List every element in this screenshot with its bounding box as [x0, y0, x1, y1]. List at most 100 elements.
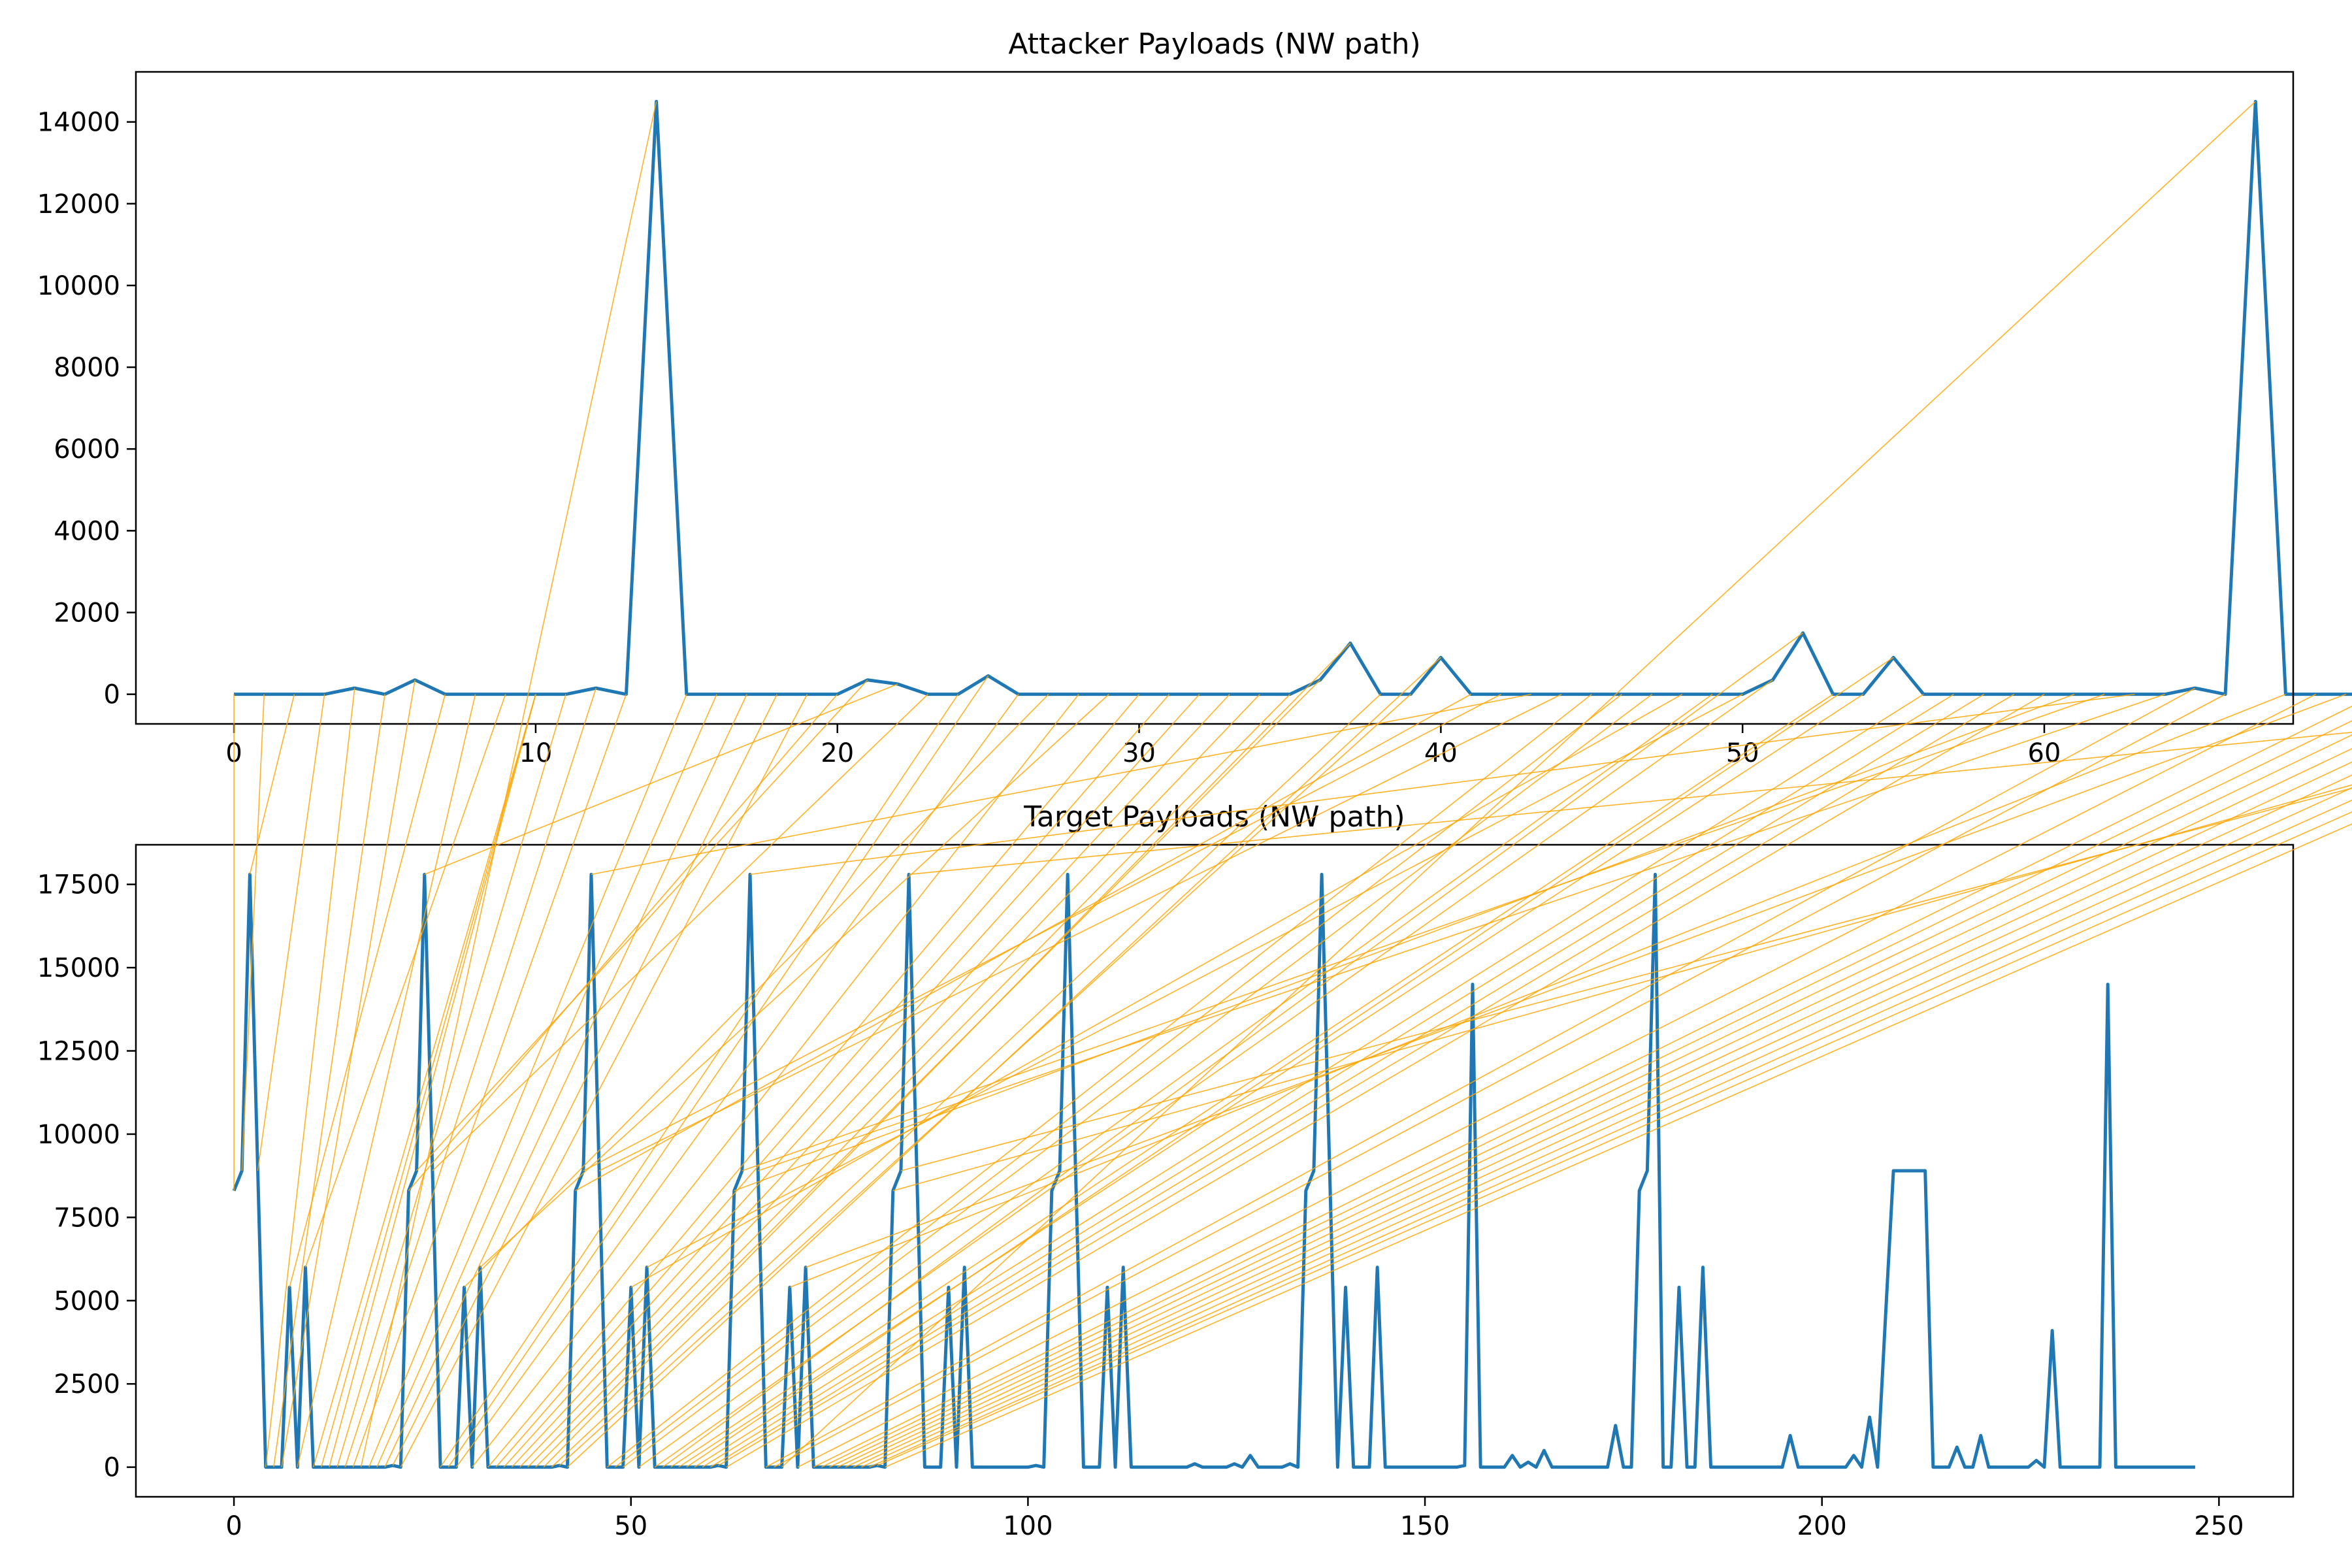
alignment-line	[360, 101, 657, 1467]
attacker-y-tick-label: 6000	[54, 434, 120, 465]
alignment-line	[623, 693, 1653, 1468]
alignment-line	[742, 693, 2105, 1171]
alignment-line	[400, 694, 808, 1468]
target-y-tick-label: 15000	[37, 953, 120, 983]
target-y-tick-label: 0	[104, 1453, 120, 1483]
alignment-line	[638, 693, 1713, 1468]
alignment-line	[495, 694, 1170, 1468]
alignment-line	[726, 693, 2045, 1468]
alignment-line	[813, 706, 2352, 1468]
alignment-line	[455, 694, 1019, 1468]
alignment-line	[289, 694, 446, 1288]
attacker-series-group	[234, 99, 2352, 696]
alignment-line	[853, 774, 2352, 1468]
alignment-line	[686, 657, 1894, 1468]
target-y-tick-label: 2500	[54, 1369, 120, 1399]
alignment-line	[368, 694, 687, 1467]
target-y-tick-label: 17500	[37, 870, 120, 900]
alignment-line	[448, 676, 989, 1468]
alignment-line	[376, 694, 717, 1467]
alignment-line	[487, 694, 1140, 1468]
attacker-x-tick-label: 30	[1122, 738, 1156, 768]
target-y-tick-label: 12500	[37, 1037, 120, 1067]
alignment-line	[694, 693, 1924, 1468]
attacker-y-tick-label: 4000	[54, 516, 120, 546]
alignment-line	[765, 687, 2196, 1468]
alignment-line	[797, 693, 2316, 1468]
alignment-line	[892, 784, 2352, 1192]
attacker-y-tick-label: 14000	[37, 108, 120, 138]
attacker-x-tick-label: 50	[1726, 738, 1759, 768]
alignment-line	[408, 694, 838, 1192]
alignment-line	[670, 693, 1834, 1468]
alignment-line	[440, 694, 959, 1468]
alignment-line	[312, 694, 536, 1467]
attacker-y-tick-label: 0	[104, 680, 120, 710]
target-x-tick-label: 150	[1400, 1511, 1450, 1541]
alignment-line	[281, 679, 416, 1467]
target-x-tick-label: 0	[225, 1511, 242, 1541]
target-ticks: 0 50 100 150 200 2500250050007500100001250015…	[37, 870, 2244, 1541]
alignment-line	[543, 642, 1351, 1468]
target-y-tick-label: 10000	[37, 1120, 120, 1150]
alignment-line	[662, 632, 1804, 1468]
alignment-line	[821, 720, 2352, 1468]
alignment-line	[860, 787, 2352, 1468]
alignment-line	[718, 693, 2015, 1466]
target-x-tick-label: 100	[1003, 1511, 1053, 1541]
alignment-line	[710, 693, 1985, 1468]
alignment-line	[503, 694, 1200, 1468]
alignment-line	[837, 748, 2352, 1468]
alignment-line	[463, 694, 1049, 1288]
alignment-line	[829, 734, 2352, 1468]
alignment-line	[424, 683, 898, 875]
attacker-y-tick-label: 8000	[54, 353, 120, 383]
alignment-line	[480, 694, 1109, 1268]
alignment-line	[416, 679, 868, 1171]
attacker-ticks: 0 10 20 30 40 50 60020004000600080001000012000…	[37, 108, 2061, 768]
target-x-tick-label: 200	[1797, 1511, 1847, 1541]
alignment-line	[535, 679, 1321, 1468]
alignment-line	[845, 761, 2352, 1468]
alignment-line	[774, 693, 2226, 1468]
attacker-y-tick-label: 10000	[37, 271, 120, 301]
alignment-line	[392, 694, 778, 1466]
alignment-line	[877, 811, 2352, 1466]
alignment-line	[749, 693, 2135, 875]
target-series-group	[232, 872, 2195, 1469]
alignment-line	[241, 694, 265, 1171]
attacker-chart-title: Attacker Payloads (NW path)	[1008, 27, 1420, 61]
target-y-tick-label: 5000	[54, 1286, 120, 1316]
alignment-line	[265, 688, 355, 1467]
alignment-line	[869, 799, 2352, 1468]
alignment-line	[297, 694, 476, 1467]
alignment-line	[384, 694, 747, 1467]
alignment-line	[805, 693, 2347, 1268]
alignment-line	[885, 823, 2352, 1468]
attacker-x-tick-label: 20	[821, 738, 854, 768]
alignment-line	[734, 693, 2075, 1192]
attacker-axes: 0 10 20 30 40 50 60020004000600080001000012000…	[37, 27, 2352, 768]
alignment-line	[257, 694, 325, 1171]
alignment-line	[909, 732, 2352, 875]
attacker-x-tick-label: 10	[519, 738, 552, 768]
alignment-line	[551, 694, 1381, 1468]
alignment-line	[273, 694, 385, 1467]
alignment-line	[591, 693, 1532, 875]
alignment-line	[630, 693, 1683, 1288]
alignment-line	[304, 694, 506, 1268]
alignment-line	[352, 694, 627, 1467]
alignment-line	[432, 694, 928, 1171]
alignment-line	[249, 694, 295, 875]
alignment-line	[519, 694, 1260, 1468]
alignment-line	[646, 693, 1743, 1268]
alignment-lines	[233, 101, 2352, 1468]
target-x-tick-label: 50	[614, 1511, 647, 1541]
alignment-line	[329, 694, 536, 1467]
attacker-series-line	[234, 99, 2352, 696]
alignment-line	[654, 679, 1773, 1468]
target-x-tick-label: 250	[2194, 1511, 2244, 1541]
target-chart-title: Target Payloads (NW path)	[1023, 800, 1405, 834]
